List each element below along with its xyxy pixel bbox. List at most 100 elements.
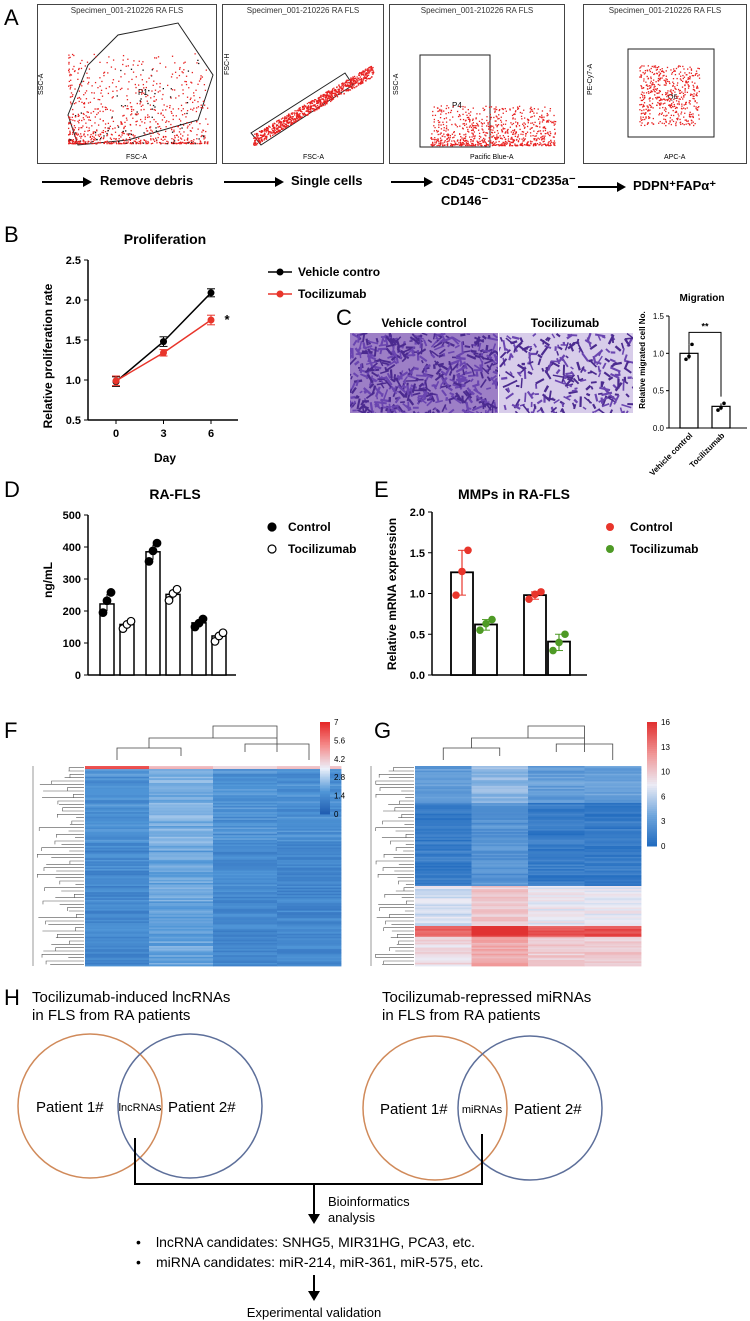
heatmap-cell [85, 767, 150, 770]
heatmap-cell [471, 835, 529, 838]
heatmap-cell [213, 821, 278, 824]
heatmap-cell [528, 824, 585, 827]
colorbar-segment [320, 800, 330, 803]
heatmap-cell [277, 909, 342, 912]
heatmap-cell [415, 902, 472, 905]
heatmap-cell [213, 807, 278, 810]
heatmap-cell [277, 850, 342, 853]
heatmap-cell [584, 899, 642, 902]
heatmap-cell [85, 782, 150, 785]
heatmap-cell [213, 959, 278, 962]
heatmap-cell [149, 932, 214, 935]
heatmap-cell [85, 781, 150, 784]
x-tick-label: Vehicle control [648, 431, 695, 478]
heatmap-cell [85, 841, 150, 844]
heatmap-cell [528, 915, 585, 918]
heatmap-cell [584, 856, 642, 859]
heatmap-cell [149, 864, 214, 867]
heatmap-cell [277, 807, 342, 810]
heatmap-cell [471, 962, 529, 965]
heatmap-cell [149, 856, 214, 859]
chart-e-ylabel: Relative mRNA expression [385, 518, 399, 670]
heatmap-cell [277, 789, 342, 792]
heatmap-cell [584, 799, 642, 802]
heatmap-cell [85, 955, 150, 958]
heatmap-cell [213, 838, 278, 841]
heatmap-cell [277, 822, 342, 825]
facs-events [68, 53, 209, 145]
heatmap-cell [277, 827, 342, 830]
heatmap-cell [471, 879, 529, 882]
heatmap-cell [277, 890, 342, 893]
heatmap-cell [471, 892, 529, 895]
heatmap-cell [149, 844, 214, 847]
heatmap-cell [528, 815, 585, 818]
heatmap-cell [528, 816, 585, 819]
heatmap-cell [415, 899, 472, 902]
heatmap-cell [471, 799, 529, 802]
heatmap-cell [149, 807, 214, 810]
colorbar-segment [647, 784, 657, 787]
heatmap-cell [277, 859, 342, 862]
heatmap-cell [85, 786, 150, 788]
heatmap-cell [584, 938, 642, 941]
data-point [690, 342, 694, 347]
heatmap-cell [471, 810, 529, 813]
heatmap-cell [528, 922, 585, 925]
heatmap-cell [528, 822, 585, 825]
facs-ylabel-2: FSC-H [224, 54, 231, 75]
heatmap-cell [213, 852, 278, 855]
heatmap-cell [277, 950, 342, 953]
heatmap-cell [471, 855, 529, 858]
heatmap-cell [213, 927, 278, 930]
heatmap-cell [415, 821, 472, 824]
heatmap-cell [415, 779, 472, 782]
heatmap-cell [528, 936, 585, 939]
heatmap-cell [415, 958, 472, 961]
heatmap-cell [149, 793, 214, 796]
colorbar-segment [320, 757, 330, 760]
heatmap-cell [277, 833, 342, 836]
heatmap-cell [149, 944, 214, 947]
heatmap-cell [149, 839, 214, 842]
heatmap-cell [584, 836, 642, 839]
heatmap-cell [277, 947, 342, 950]
heatmap-cell [584, 773, 642, 776]
heatmap-cell [584, 867, 642, 870]
heatmap-cell [149, 816, 214, 819]
heatmap-cell [528, 773, 585, 776]
step-pdpn-fapa: PDPN⁺FAPα⁺ [633, 178, 717, 193]
data-point [207, 316, 215, 324]
heatmap-cell [85, 862, 150, 865]
chart-d-title: RA-FLS [149, 486, 200, 502]
heatmap-cell [213, 876, 278, 879]
heatmap-cell [277, 770, 342, 773]
heatmap-cell [149, 933, 214, 936]
heatmap-cell [471, 787, 529, 790]
heatmap-cell [85, 929, 150, 932]
heatmap-cell [213, 790, 278, 793]
data-point [106, 588, 116, 597]
heatmap-cell [528, 932, 585, 935]
step-cd45-cd31-cd235a: CD45⁻CD31⁻CD235a⁻ [441, 173, 576, 188]
heatmap-cell [277, 953, 342, 956]
heatmap-cell [471, 947, 529, 950]
heatmap-cell [149, 884, 214, 887]
heatmap-cell [471, 826, 529, 828]
heatmap-cell [471, 852, 529, 855]
heatmap-cell [85, 933, 150, 936]
heatmap-cell [528, 852, 585, 855]
heatmap-cell [584, 870, 642, 873]
heatmap-cell [584, 927, 642, 930]
heatmap-cell [85, 932, 150, 935]
heatmap-cell [213, 782, 278, 785]
y-tick-label: 1.5 [653, 312, 665, 321]
heatmap-cell [277, 887, 342, 890]
heatmap-cell [277, 836, 342, 839]
heatmap-cell [528, 942, 585, 945]
heatmap-cell [149, 898, 214, 901]
heatmap-cell [471, 873, 529, 876]
heatmap-cell [471, 955, 529, 958]
heatmap-cell [149, 901, 214, 904]
heatmap-cell [415, 932, 472, 935]
